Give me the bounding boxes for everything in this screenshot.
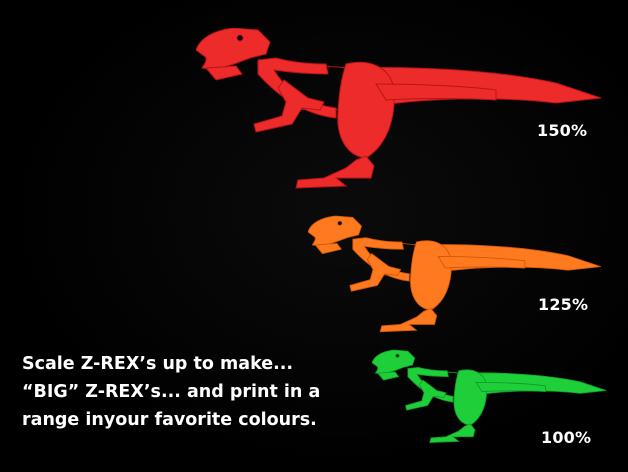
scale-label-150: 150% [537, 121, 588, 140]
red-rex-figure [196, 28, 602, 189]
caption-line-3: range inyour favorite colours. [22, 410, 317, 430]
caption-text: Scale Z-REX’s up to make... “BIG” Z-REX’… [22, 350, 320, 434]
caption-line-1: Scale Z-REX’s up to make... [22, 354, 294, 374]
orange-rex-figure [308, 215, 602, 333]
scale-label-100: 100% [541, 428, 592, 447]
caption-line-2: “BIG” Z-REX’s... and print in a [22, 382, 321, 402]
scale-label-125: 125% [538, 295, 589, 314]
red-rex-silhouette [196, 28, 602, 189]
orange-rex-silhouette [308, 215, 602, 333]
